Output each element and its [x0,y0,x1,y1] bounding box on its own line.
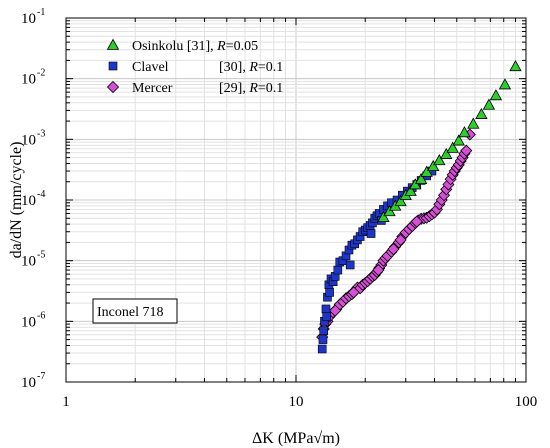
data-point-square [366,229,376,238]
legend: Osinkolu [31], R=0.05 Clavel [30], R=0.1 Me… [106,38,283,96]
data-point-diamond [460,144,473,157]
data-point-triangle [440,147,453,159]
data-point-triangle [420,165,433,177]
axis-ticks [65,18,526,383]
legend-marker-square [108,61,118,71]
data-point-square [321,304,331,314]
y-tick-exponent: -2 [37,68,45,79]
data-point-diamond [387,243,400,256]
annotation-text: Inconel 718 [97,305,163,320]
legend-marker-triangle [106,38,120,50]
y-tick-labels: 10-710-610-510-410-310-210-1 [21,7,45,391]
material-annotation: Inconel 718 [92,298,178,324]
x-axis-label: ΔK (MPa√m) [252,430,340,447]
data-point-diamond [372,263,385,277]
y-tick-label: 10 [21,314,36,330]
data-point-triangle [404,184,417,196]
y-tick-exponent: -5 [37,250,45,261]
x-tick-label: 100 [515,394,538,410]
data-series [316,59,522,354]
y-tick-label: 10 [21,254,36,270]
data-point-triangle [475,107,488,119]
y-tick-exponent: -3 [37,128,45,139]
y-tick-exponent: -1 [37,7,45,18]
data-point-triangle [498,78,512,90]
x-tick-label: 1 [62,394,70,410]
data-point-square [318,335,328,344]
data-point-triangle [446,141,459,153]
y-tick-label: 10 [21,132,36,148]
data-point-square [319,326,329,336]
data-point-diamond [329,304,342,317]
y-tick-label: 10 [21,11,36,27]
data-point-square [322,312,332,321]
data-point-square [345,260,355,270]
annotation-box [92,298,178,324]
series-square [317,166,437,354]
y-tick-label: 10 [21,72,36,88]
data-point-triangle [482,98,496,110]
x-tick-labels: 1 10 100 [62,394,537,410]
y-axis-label: da/dN (mm/cycle) [8,142,25,259]
legend-label: Osinkolu [31], R=0.05 [132,39,258,54]
data-point-triangle [383,205,396,217]
data-point-triangle [458,126,471,138]
data-point-triangle [509,59,522,72]
data-point-triangle [489,89,503,101]
data-point-diamond [394,233,407,246]
data-point-triangle [377,210,390,223]
y-tick-exponent: -6 [37,310,45,321]
series-diamond [316,128,476,344]
y-tick-exponent: -7 [37,371,45,382]
y-tick-exponent: -4 [37,189,45,200]
y-tick-label: 10 [21,193,36,209]
legend-label: Clavel [30], R=0.1 [132,60,283,75]
series-triangle [377,59,522,223]
data-point-triangle [414,172,428,185]
data-point-diamond [347,286,360,299]
data-point-triangle [394,195,407,207]
data-point-diamond [410,215,423,228]
legend-marker-diamond [106,80,120,94]
data-point-triangle [452,134,465,146]
data-point-square [325,288,334,297]
data-point-triangle [433,154,446,166]
y-tick-label: 10 [21,375,36,391]
data-point-triangle [467,117,480,129]
x-tick-label: 10 [289,394,304,410]
legend-label: Mercer [29], R=0.1 [132,81,283,96]
data-point-square [317,344,327,354]
data-point-square [333,265,343,275]
data-point-triangle [427,159,440,172]
